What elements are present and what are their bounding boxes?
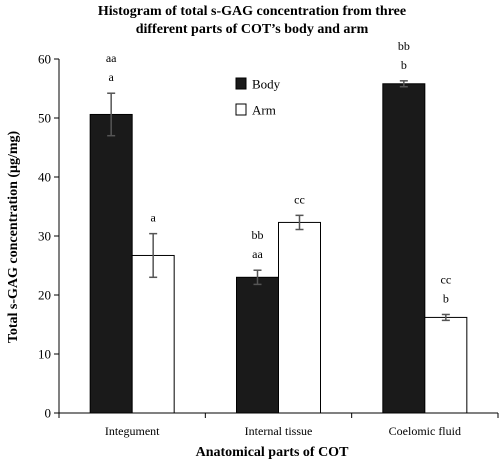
y-tick-label: 60 [38, 52, 51, 67]
significance-label: bb [252, 228, 264, 242]
significance-label: aa [252, 247, 263, 261]
x-axis-title: Anatomical parts of COT [196, 445, 349, 460]
significance-label: aa [106, 51, 117, 65]
y-tick-label: 30 [38, 229, 51, 244]
x-tick-label: Integument [105, 424, 160, 438]
bar [278, 221, 321, 414]
y-tick-label: 40 [38, 170, 51, 185]
significance-label: a [151, 211, 157, 225]
x-ticks: Integument Internal tissue Coelomic fluid [58, 413, 499, 438]
significance-label: b [443, 291, 449, 305]
y-tick-label: 0 [45, 406, 52, 421]
x-tick-label: Internal tissue [245, 424, 313, 438]
bar [131, 254, 175, 414]
legend-label: Arm [252, 103, 276, 118]
y-ticks: 0 10 20 30 40 50 60 [38, 52, 59, 421]
legend-swatch [235, 77, 247, 90]
significance-label: b [401, 58, 407, 72]
legend-label: Body [252, 77, 281, 92]
chart-title-line2: different parts of COT’s body and arm [136, 22, 369, 37]
significance-label: cc [294, 192, 305, 206]
significance-label: a [109, 70, 115, 84]
significance-label: cc [441, 272, 452, 286]
y-axis-title: Total s-GAG concentration (μg/mg) [6, 130, 21, 343]
bar [382, 83, 426, 414]
legend-swatch [235, 103, 247, 116]
y-tick-label: 10 [38, 347, 51, 362]
significance-label: bb [398, 39, 410, 53]
legend: Body Arm [235, 77, 281, 118]
y-tick-label: 20 [38, 288, 51, 303]
y-tick-label: 50 [38, 111, 51, 126]
bar [89, 113, 133, 414]
bar [236, 276, 279, 414]
chart-title-line1: Histogram of total s-GAG concentration f… [98, 4, 406, 19]
bar [424, 316, 468, 414]
x-tick-label: Coelomic fluid [389, 424, 461, 438]
